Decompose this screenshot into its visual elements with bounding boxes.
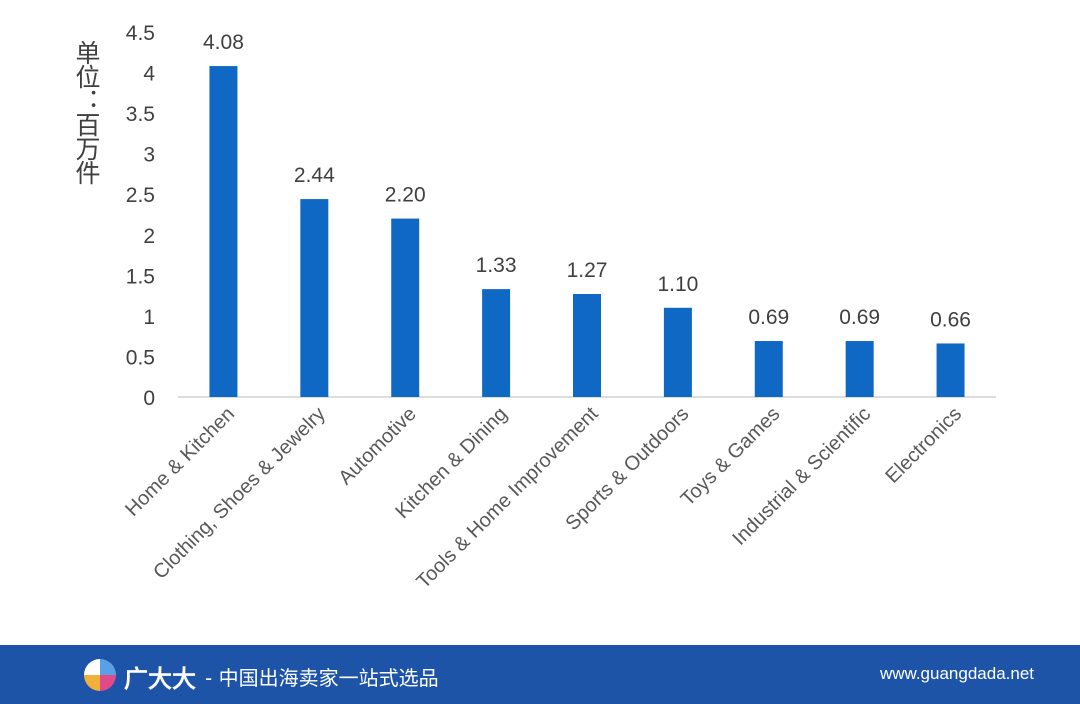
data-label: 1.33 bbox=[476, 254, 517, 277]
y-tick-label: 1 bbox=[143, 306, 155, 329]
y-axis-unit-label: 单位：百万件 bbox=[72, 40, 101, 184]
y-tick-label: 4.5 bbox=[126, 22, 155, 45]
footer-brand-name: 广大大 bbox=[124, 665, 196, 693]
bar bbox=[845, 341, 874, 397]
footer-banner: 广大大 - 中国出海卖家一站式选品 www.guangdada.net bbox=[0, 645, 1080, 704]
bar bbox=[209, 66, 238, 398]
x-tick-label: Tools & Home Improvement bbox=[412, 403, 602, 593]
data-label: 2.20 bbox=[385, 184, 426, 207]
data-label: 0.69 bbox=[839, 306, 880, 329]
bar bbox=[754, 341, 783, 397]
bar bbox=[663, 307, 692, 397]
x-tick-label: Automotive bbox=[334, 403, 420, 489]
brand-logo-icon bbox=[84, 659, 116, 691]
bar bbox=[573, 293, 601, 397]
bar bbox=[300, 199, 329, 397]
footer-url-link[interactable]: www.guangdada.net bbox=[879, 664, 1034, 683]
y-tick-label: 0.5 bbox=[126, 346, 155, 369]
y-tick-label: 1.5 bbox=[126, 265, 155, 288]
x-tick-label: Electronics bbox=[881, 403, 966, 488]
y-tick-label: 2 bbox=[143, 225, 155, 248]
data-label: 0.69 bbox=[748, 306, 789, 329]
y-tick-label: 0 bbox=[143, 387, 155, 410]
chart-area: 单位：百万件 0 0.5 1 1.5 2 2.5 3 3.5 4 4.5 4.08 Home & Ki… bbox=[72, 22, 996, 593]
bar bbox=[391, 218, 420, 397]
data-label: 2.44 bbox=[294, 164, 335, 187]
data-label: 0.66 bbox=[930, 308, 971, 331]
x-tick-label: Clothing, Shoes & Jewelry bbox=[149, 403, 330, 584]
y-tick-label: 2.5 bbox=[126, 184, 155, 207]
bar bbox=[936, 343, 965, 397]
data-label: 1.10 bbox=[657, 273, 698, 296]
bar bbox=[482, 289, 511, 397]
data-label: 4.08 bbox=[203, 31, 244, 54]
footer-tagline: - 中国出海卖家一站式选品 bbox=[205, 666, 439, 690]
y-tick-label: 4 bbox=[143, 63, 155, 86]
data-label: 1.27 bbox=[567, 259, 608, 282]
y-tick-label: 3 bbox=[143, 144, 155, 167]
y-tick-label: 3.5 bbox=[126, 103, 155, 126]
